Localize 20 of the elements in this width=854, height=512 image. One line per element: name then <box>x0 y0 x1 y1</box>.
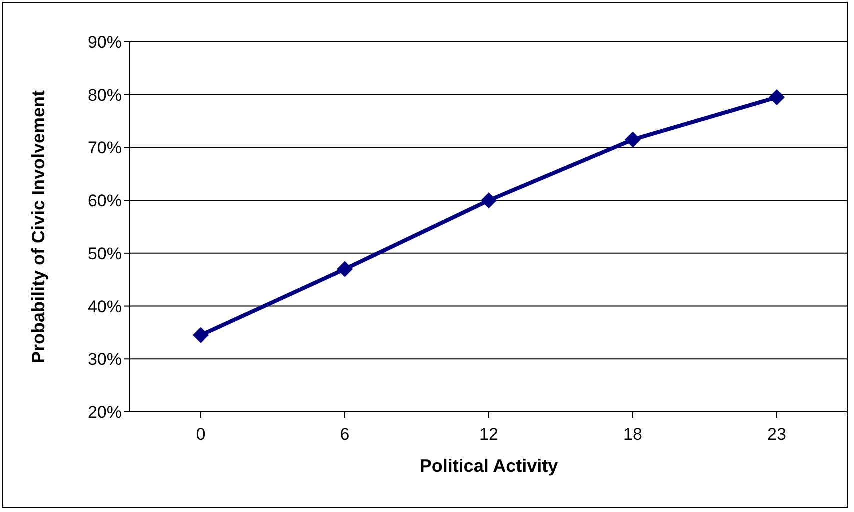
y-axis-title: Probability of Civic Involvement <box>28 90 48 364</box>
x-tick-label: 12 <box>480 425 498 444</box>
y-tick-label: 30% <box>88 350 122 370</box>
x-axis-title: Political Activity <box>420 456 558 476</box>
point <box>625 132 641 148</box>
point <box>769 90 785 106</box>
point <box>481 192 497 209</box>
y-tick-label: 80% <box>88 86 122 105</box>
x-tick-label: 0 <box>196 425 206 444</box>
x-tick-label: 18 <box>624 425 642 444</box>
y-tick-label: 60% <box>88 192 122 211</box>
x-tick-label: 6 <box>340 425 350 444</box>
point <box>193 327 209 344</box>
y-tick-label: 40% <box>88 297 122 316</box>
y-tick-label: 70% <box>88 138 122 158</box>
y-tick-label: 50% <box>88 244 122 264</box>
y-tick-label: 90% <box>88 33 122 52</box>
x-tick-label: 23 <box>768 425 786 444</box>
y-tick-label: 20% <box>88 403 122 422</box>
point <box>337 261 353 278</box>
